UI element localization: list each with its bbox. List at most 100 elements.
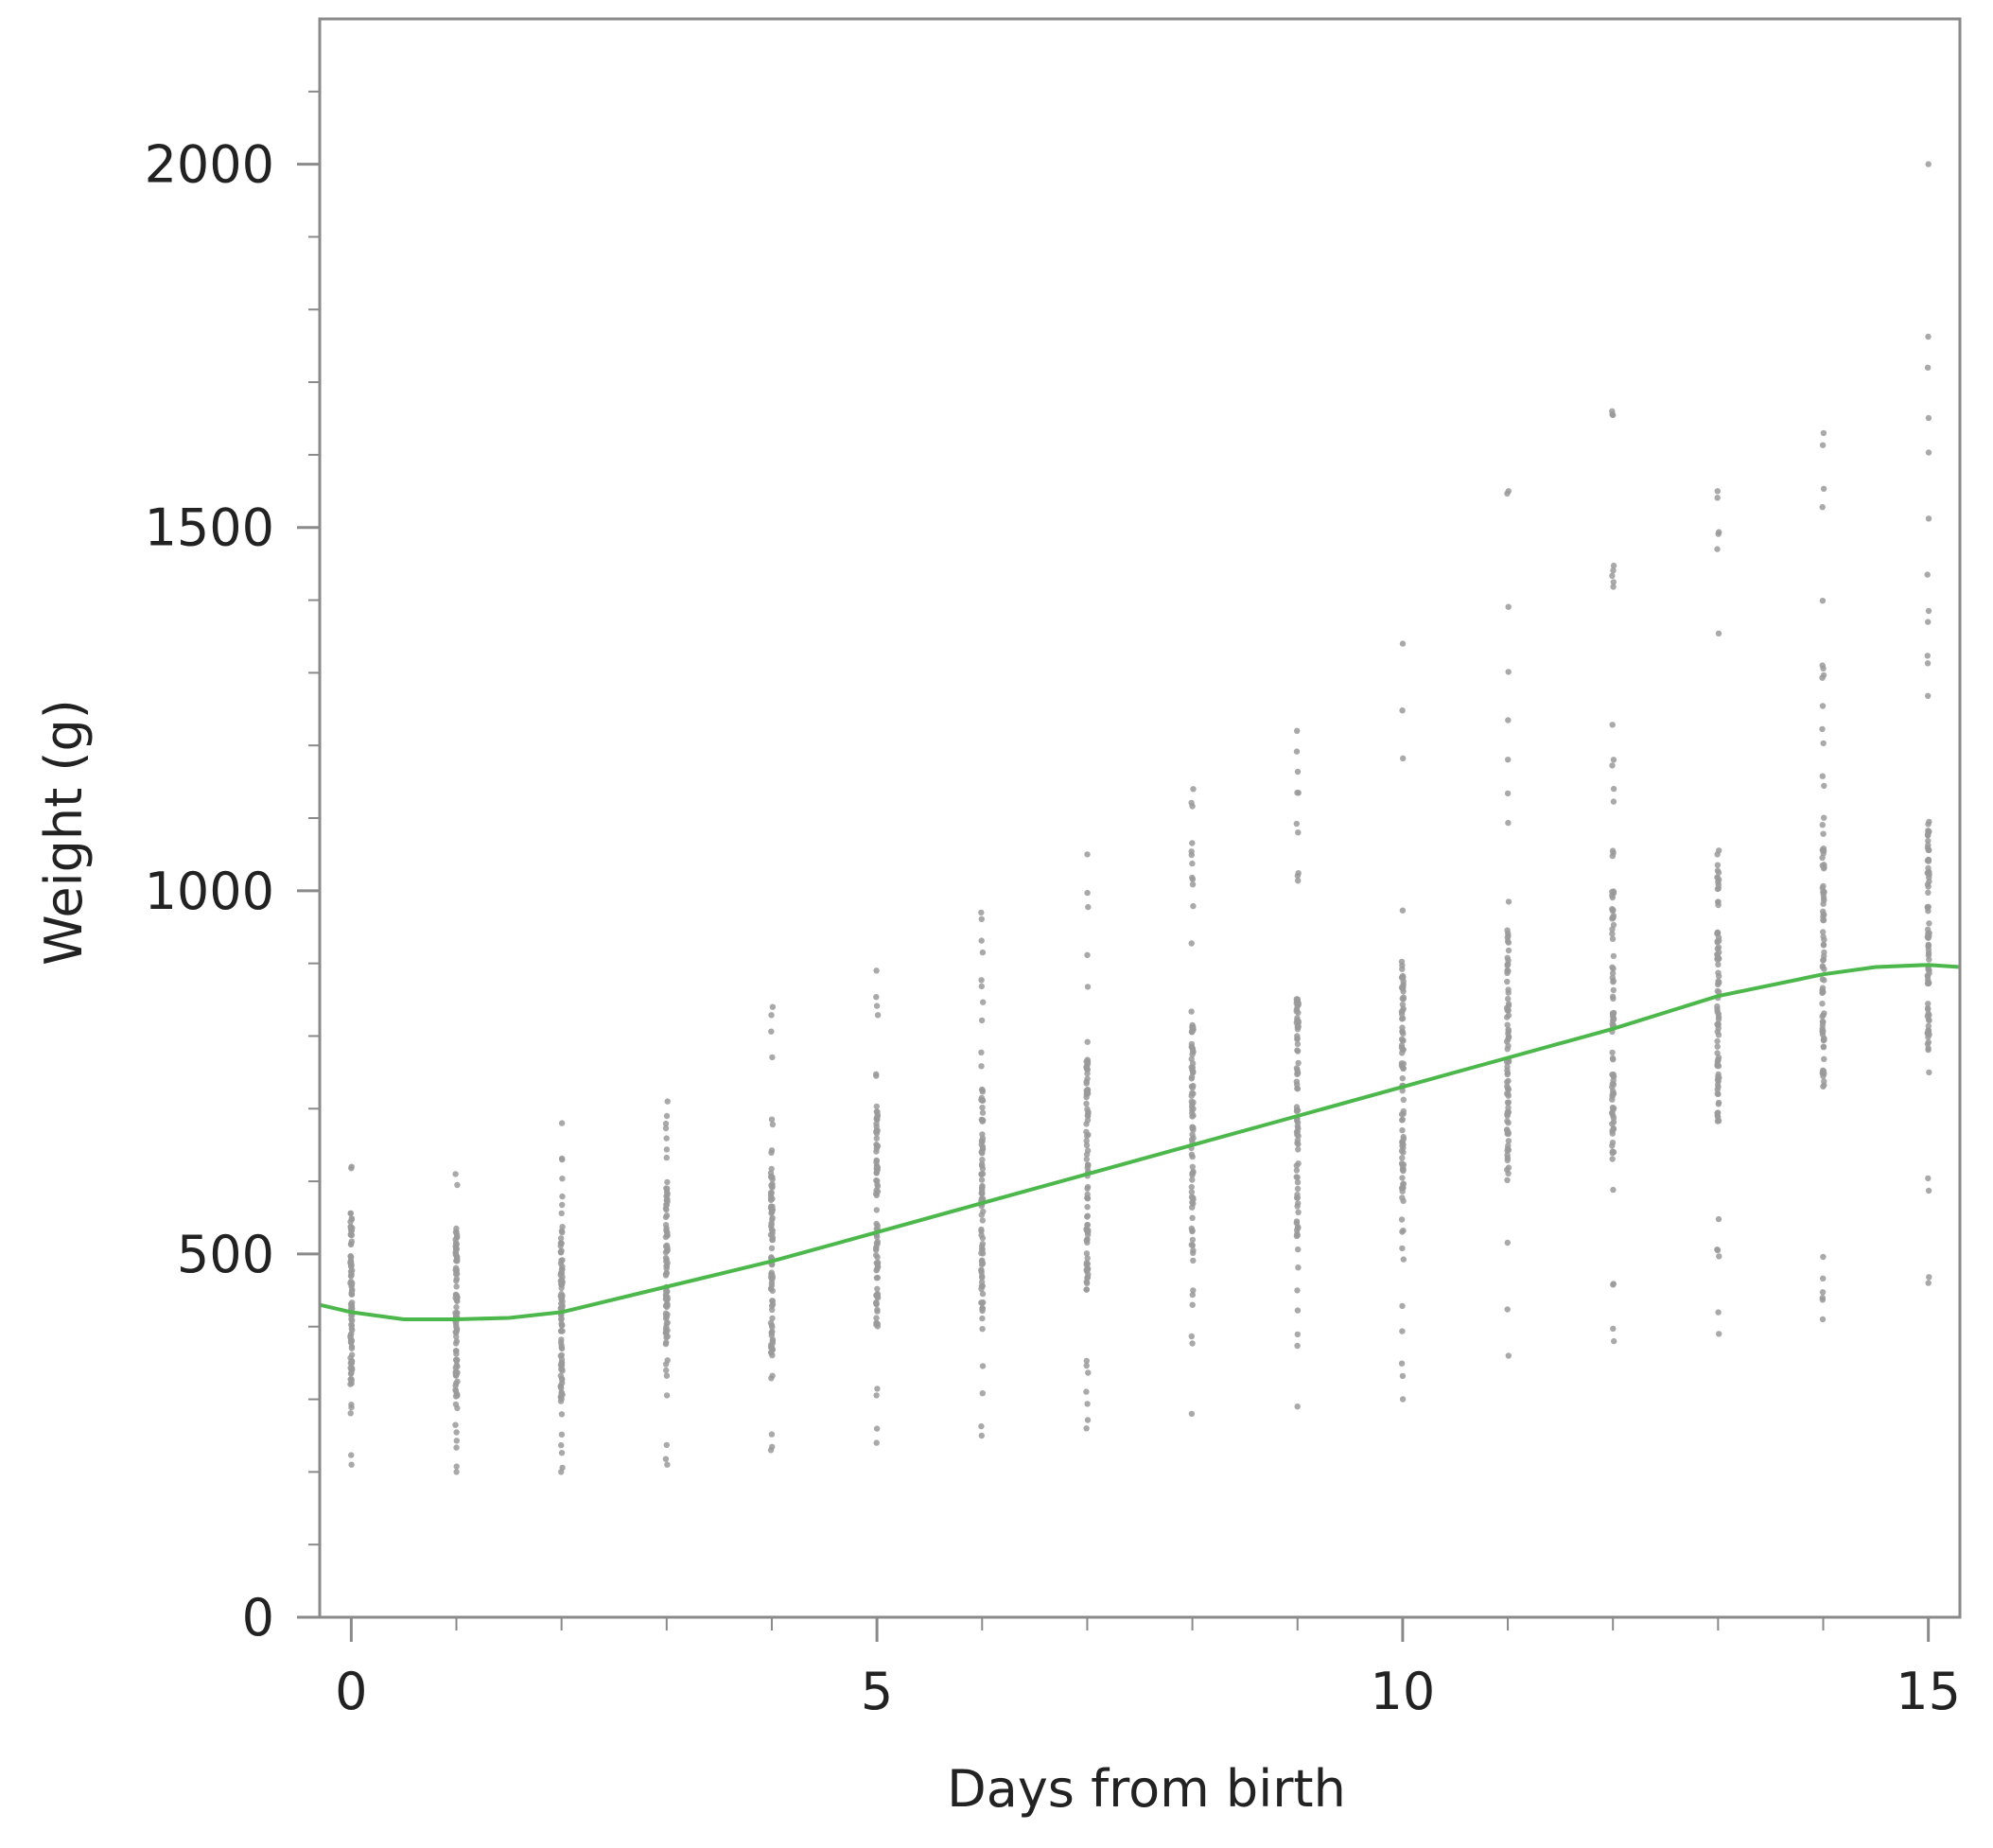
x-tick-label: 15: [1896, 1662, 1961, 1721]
scatter-point: [1715, 869, 1722, 876]
scatter-point: [768, 1116, 776, 1123]
scatter-point: [1819, 442, 1827, 448]
scatter-point: [557, 1372, 564, 1379]
scatter-point: [453, 1234, 461, 1241]
scatter-point: [1924, 660, 1932, 667]
scatter-point: [1925, 515, 1932, 522]
scatter-point: [452, 1171, 459, 1177]
scatter-point: [980, 999, 987, 1005]
scatter-point: [1189, 1291, 1197, 1299]
scatter-point: [1294, 1107, 1302, 1114]
scatter-point: [1609, 1013, 1617, 1020]
scatter-point: [1609, 969, 1617, 977]
scatter-point: [1714, 987, 1722, 995]
scatter-point: [980, 1208, 987, 1215]
scatter-point: [1189, 1064, 1197, 1072]
scatter-point: [1084, 1231, 1092, 1238]
scatter-point: [1505, 669, 1512, 675]
scatter-point: [1820, 942, 1827, 949]
scatter-point: [662, 1124, 670, 1132]
scatter-point: [1400, 1096, 1407, 1104]
scatter-point: [1084, 851, 1091, 858]
scatter-point: [1399, 707, 1406, 714]
scatter-point: [1083, 1357, 1091, 1365]
scatter-point: [454, 1363, 461, 1370]
scatter-point: [1084, 1280, 1091, 1287]
scatter-point: [663, 1197, 671, 1204]
scatter-point: [347, 1370, 355, 1377]
scatter-point: [1504, 938, 1512, 945]
scatter-point: [769, 1195, 776, 1202]
scatter-point: [1294, 1179, 1302, 1186]
scatter-point: [1190, 902, 1197, 910]
scatter-point: [1504, 1067, 1511, 1073]
scatter-point: [1609, 722, 1616, 728]
scatter-point: [874, 1386, 881, 1392]
scatter-point: [1819, 1019, 1827, 1025]
scatter-point: [874, 1181, 881, 1188]
scatter-point: [1295, 1264, 1302, 1271]
scatter-point: [1399, 1126, 1406, 1134]
scatter-point: [347, 1259, 354, 1265]
scatter-point: [1925, 1022, 1932, 1030]
scatter-point: [1820, 1253, 1827, 1261]
scatter-point: [1293, 1078, 1301, 1085]
scatter-point: [769, 1324, 776, 1331]
scatter-point: [769, 1287, 776, 1295]
scatter-point: [1821, 782, 1827, 790]
scatter-point: [1609, 847, 1617, 854]
x-axis-title: Days from birth: [947, 1759, 1346, 1819]
scatter-point: [768, 1012, 775, 1019]
scatter-point: [1715, 1032, 1722, 1038]
scatter-point: [1610, 579, 1617, 585]
scatter-point: [1294, 727, 1301, 734]
scatter-point: [347, 1210, 354, 1217]
scatter-point: [769, 1443, 776, 1451]
scatter-point: [1084, 951, 1091, 958]
scatter-point: [978, 1160, 986, 1168]
scatter-point: [1505, 603, 1512, 610]
scatter-point: [1610, 986, 1617, 994]
scatter-point: [874, 1285, 881, 1293]
scatter-point: [1924, 926, 1932, 933]
scatter-point: [1084, 1086, 1092, 1093]
scatter-point: [1084, 1111, 1092, 1119]
scatter-point: [978, 915, 986, 922]
scatter-point: [454, 1270, 461, 1278]
scatter-point: [769, 1298, 776, 1304]
scatter-point: [453, 1225, 460, 1232]
scatter-point: [1609, 1139, 1617, 1146]
scatter-point: [1609, 411, 1616, 418]
scatter-point: [1714, 546, 1721, 552]
scatter-point: [453, 1469, 460, 1475]
scatter-point: [769, 1315, 776, 1322]
scatter-point: [348, 1216, 356, 1223]
scatter-point: [1188, 1189, 1196, 1195]
scatter-point: [1189, 1163, 1197, 1171]
scatter-point: [1293, 1219, 1301, 1227]
scatter-point: [1819, 674, 1826, 681]
scatter-point: [1084, 1147, 1092, 1154]
scatter-point: [1294, 1174, 1301, 1181]
scatter-point: [1821, 1078, 1827, 1085]
scatter-point: [664, 1247, 671, 1253]
scatter-point: [1610, 1072, 1617, 1078]
scatter-point: [1821, 1055, 1827, 1063]
scatter-point: [1714, 495, 1721, 501]
scatter-point: [452, 1340, 460, 1347]
scatter-point: [1084, 1132, 1091, 1140]
scatter-point: [1505, 930, 1512, 937]
scatter-point: [1610, 1056, 1617, 1063]
scatter-point: [1714, 1090, 1722, 1097]
scatter-point: [1189, 1228, 1196, 1234]
scatter-point: [453, 1310, 460, 1316]
scatter-point: [1293, 1000, 1300, 1007]
scatter-point: [1715, 969, 1722, 976]
scatter-point: [873, 1002, 881, 1009]
scatter-point: [1821, 1010, 1827, 1017]
scatter-point: [1399, 1166, 1407, 1173]
scatter-point: [347, 1354, 354, 1362]
scatter-point: [873, 1300, 880, 1307]
scatter-point: [1398, 1011, 1406, 1018]
scatter-point: [1400, 1030, 1407, 1037]
